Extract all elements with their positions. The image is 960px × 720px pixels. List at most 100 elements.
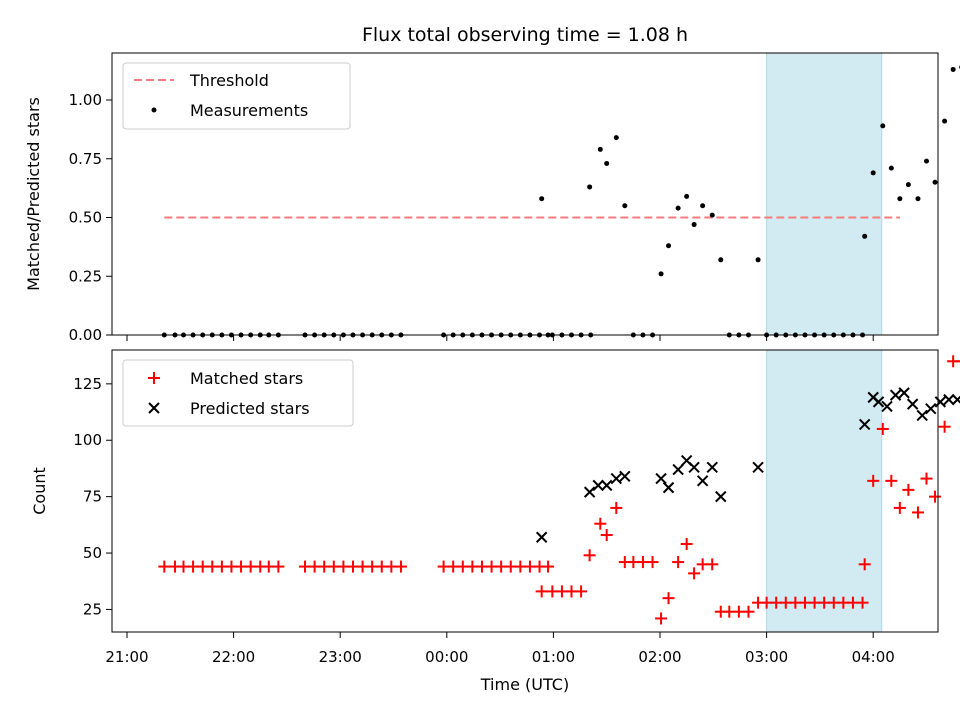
predicted-star-point	[662, 481, 675, 494]
counts-legend: Matched stars Predicted stars	[122, 359, 354, 427]
matched-star-point	[594, 517, 607, 530]
chart-title: Flux total observing time = 1.08 h	[362, 24, 688, 46]
ratio-x-ticks	[126, 335, 874, 341]
y-tick-label: 125	[73, 375, 102, 393]
matched-star-point	[672, 556, 685, 569]
x-tick-label: 03:00	[745, 648, 788, 666]
predicted-star-point	[706, 461, 718, 474]
ratio-panel: 0.00 0.25 0.50 0.75 1.00 Matched/Predicted s…	[24, 52, 960, 344]
matched-star-point	[535, 585, 548, 598]
predicted-star-point	[583, 486, 596, 498]
legend-matched-swatch	[148, 372, 160, 384]
predicted-star-point	[906, 398, 919, 410]
measurement-point	[932, 179, 938, 185]
matched-star-point	[655, 612, 668, 625]
measurement-point	[597, 146, 603, 152]
counts-y-ticks: 25 50 75 100 125	[73, 375, 112, 618]
predicted-star-point	[655, 472, 667, 485]
matched-star-point	[920, 472, 933, 485]
counts-legend-box	[122, 359, 354, 427]
measurement-point	[658, 271, 664, 277]
legend-predicted-label: Predicted stars	[190, 399, 310, 418]
measurement-point	[539, 196, 545, 202]
matched-star-point	[610, 501, 623, 514]
measurement-point	[684, 193, 690, 199]
matched-star-point	[542, 560, 555, 573]
x-tick-label: 04:00	[852, 648, 895, 666]
predicted-star-point	[672, 463, 684, 476]
measurement-point	[880, 123, 886, 129]
predicted-star-point	[889, 389, 902, 401]
legend-predicted-swatch	[148, 402, 160, 414]
x-tick-label: 23:00	[319, 648, 362, 666]
matched-star-point	[893, 501, 906, 514]
matched-star-point	[955, 360, 960, 363]
count-points	[158, 355, 960, 625]
y-tick-label: 50	[83, 544, 102, 562]
matched-star-point	[575, 585, 588, 598]
matched-star-point	[706, 558, 719, 571]
y-tick-label: 25	[83, 600, 102, 618]
measurement-point	[905, 182, 911, 188]
matched-star-point	[158, 560, 171, 573]
ratio-y-axis-label: Matched/Predicted stars	[24, 97, 43, 291]
matched-star-point	[646, 556, 659, 569]
measurement-point	[924, 158, 929, 164]
predicted-star-point	[619, 470, 631, 483]
measurement-point	[613, 135, 619, 141]
measurement-point	[888, 165, 894, 171]
matched-star-point	[583, 549, 596, 562]
measurement-point	[666, 243, 672, 249]
x-tick-label: 00:00	[425, 648, 468, 666]
counts-x-ticks: 21:00 22:00 23:00 00:00 01:00 02:00 03:00 04:00	[105, 632, 895, 666]
measurement-point	[587, 184, 593, 190]
measurement-points	[161, 65, 960, 338]
x-tick-label: 21:00	[105, 648, 148, 666]
measurement-point	[675, 205, 681, 211]
matched-star-point	[885, 474, 898, 487]
y-tick-label: 0.75	[69, 150, 102, 168]
predicted-star-point	[535, 531, 548, 543]
ratio-plot-frame	[111, 52, 939, 336]
predicted-star-point	[951, 393, 960, 406]
legend-measurements-label: Measurements	[190, 101, 308, 120]
measurement-point	[915, 196, 921, 202]
matched-star-point	[856, 596, 869, 609]
predicted-star-point	[715, 490, 727, 503]
legend-threshold-label: Threshold	[189, 71, 269, 90]
y-tick-label: 0.50	[69, 209, 102, 227]
counts-highlight-span	[766, 349, 883, 633]
matched-star-point	[688, 567, 701, 580]
predicted-star-point	[916, 409, 928, 422]
measurement-point	[709, 212, 715, 218]
matched-star-point	[858, 558, 871, 571]
legend-measurements-swatch	[151, 107, 157, 113]
predicted-star-point	[934, 396, 947, 408]
matched-star-point	[911, 506, 924, 519]
matched-star-point	[394, 560, 407, 573]
x-tick-label: 22:00	[212, 648, 255, 666]
counts-plot-frame	[111, 349, 939, 633]
ratio-highlight-span	[766, 52, 883, 336]
predicted-star-point	[881, 400, 893, 413]
predicted-star-point	[600, 479, 613, 492]
measurement-point	[718, 257, 724, 263]
legend-matched-label: Matched stars	[190, 369, 303, 388]
measurement-point	[700, 203, 706, 209]
matched-star-point	[867, 474, 880, 487]
matched-star-point	[902, 483, 915, 496]
matched-star-point	[680, 538, 693, 551]
predicted-star-point	[696, 475, 709, 487]
matched-star-point	[272, 560, 285, 573]
matched-star-point	[662, 592, 675, 605]
predicted-star-point	[925, 402, 937, 415]
matched-star-point	[929, 490, 942, 503]
y-tick-label: 0.00	[69, 326, 102, 344]
counts-y-axis-label: Count	[30, 467, 49, 515]
measurement-point	[862, 233, 868, 239]
predicted-star-point	[752, 461, 764, 474]
matched-star-point	[742, 605, 755, 618]
x-axis-label: Time (UTC)	[480, 675, 569, 694]
y-tick-label: 75	[83, 488, 102, 506]
